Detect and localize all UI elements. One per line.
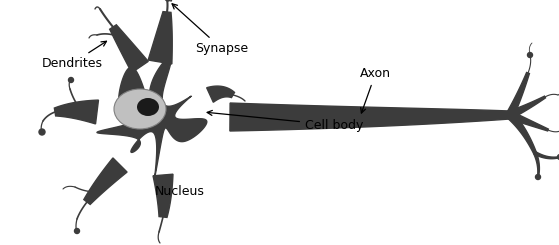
- Text: Synapse: Synapse: [172, 4, 248, 55]
- Polygon shape: [84, 158, 127, 204]
- Text: Axon: Axon: [360, 67, 391, 113]
- Polygon shape: [506, 73, 529, 117]
- Ellipse shape: [137, 98, 159, 116]
- Ellipse shape: [114, 89, 166, 129]
- Polygon shape: [207, 86, 235, 102]
- Polygon shape: [508, 96, 546, 119]
- Polygon shape: [230, 103, 510, 131]
- Text: Dendrites: Dendrites: [41, 41, 107, 70]
- Text: Cell body: Cell body: [207, 110, 363, 132]
- Circle shape: [74, 229, 79, 233]
- Polygon shape: [54, 100, 98, 124]
- Circle shape: [69, 77, 73, 83]
- Polygon shape: [110, 25, 148, 73]
- Polygon shape: [507, 112, 537, 154]
- Polygon shape: [97, 57, 207, 175]
- Polygon shape: [153, 174, 173, 217]
- Circle shape: [39, 129, 45, 135]
- Polygon shape: [534, 152, 559, 159]
- Polygon shape: [148, 12, 172, 64]
- Text: Nucleus: Nucleus: [155, 185, 205, 198]
- Polygon shape: [534, 152, 539, 177]
- Circle shape: [536, 174, 541, 180]
- Circle shape: [557, 155, 559, 159]
- Circle shape: [528, 52, 533, 58]
- Circle shape: [165, 0, 171, 1]
- Polygon shape: [509, 111, 548, 131]
